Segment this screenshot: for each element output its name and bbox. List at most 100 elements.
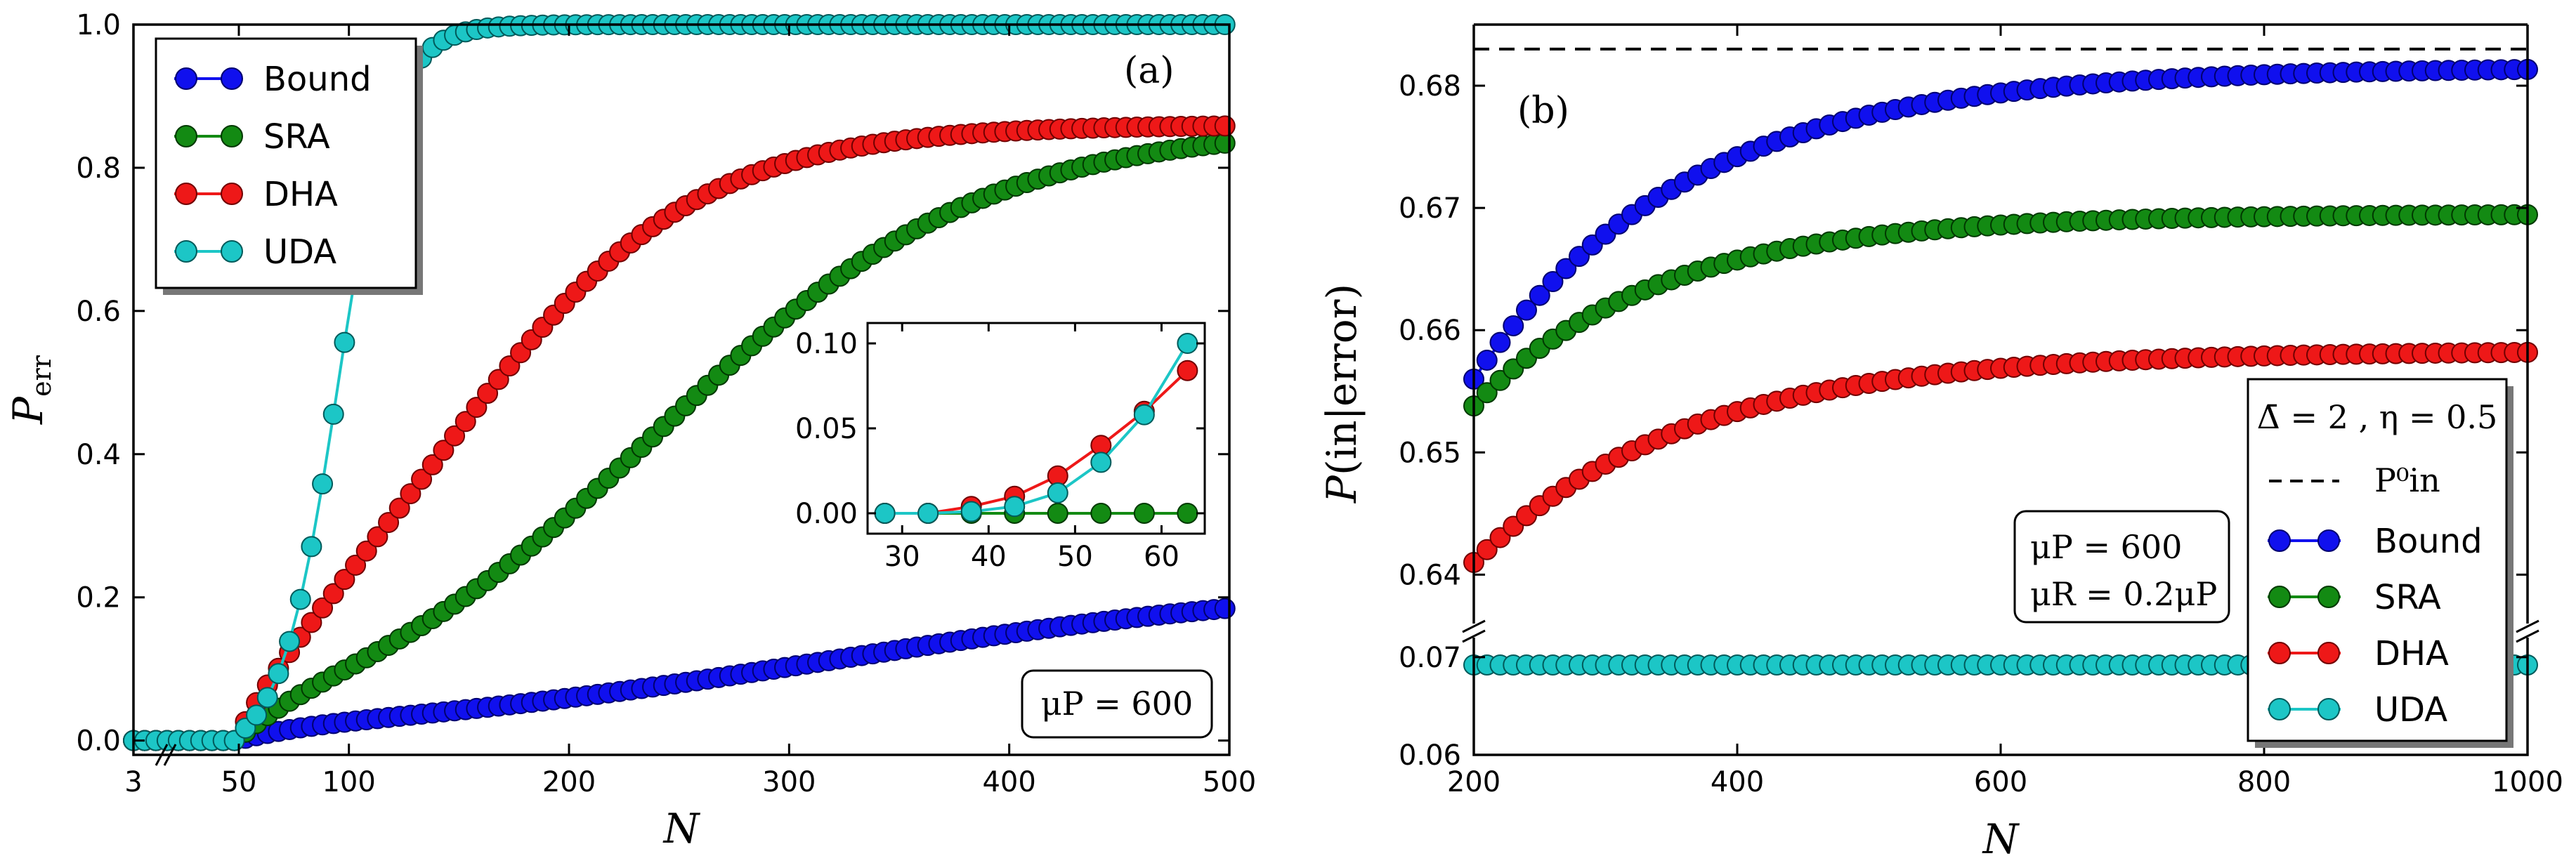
data-point	[433, 440, 455, 461]
data-point	[1489, 331, 1511, 353]
series-sra	[1463, 204, 2538, 417]
svg-text:UDA: UDA	[263, 232, 336, 272]
data-point	[367, 526, 388, 548]
x-tick-label: 50	[221, 766, 257, 798]
x-tick-label: 1000	[2492, 766, 2563, 798]
y-tick-label: 0.8	[76, 152, 121, 185]
data-point	[444, 425, 466, 447]
panel-b-series	[1463, 47, 2538, 676]
svg-text:DHA: DHA	[263, 175, 338, 214]
panel-a-xaxis-break	[155, 744, 177, 766]
data-point	[1503, 315, 1524, 336]
data-point	[246, 704, 268, 726]
series-sra	[123, 132, 1236, 751]
panel-b-xlabel: N	[1982, 815, 2020, 863]
svg-text:SRA: SRA	[263, 117, 330, 157]
panel-a-annotation: μP = 600	[1021, 669, 1213, 739]
data-point	[289, 588, 311, 610]
data-point	[345, 554, 367, 576]
data-point	[1555, 258, 1577, 279]
legend-item-bound: Bound	[174, 60, 372, 99]
data-point	[421, 454, 443, 475]
inset-y-tick-label: 0.05	[795, 413, 858, 445]
data-point	[1177, 333, 1198, 355]
legend-item-sra: SRA	[2268, 578, 2441, 617]
y-tick-label: 0.6	[76, 296, 121, 328]
panel-b-legend: Δ̄ = 2 , η = 0.5 P⁰in Bound SRA DHA UDA	[2247, 378, 2513, 748]
panel-b-legend-title: Δ̄ = 2 , η = 0.5	[2257, 398, 2498, 436]
y-tick-label: 0.06	[1399, 739, 1461, 772]
data-point	[1476, 539, 1498, 560]
data-point	[1214, 598, 1236, 619]
legend-item-uda: UDA	[2268, 690, 2447, 730]
data-point	[388, 497, 410, 519]
inset-x-tick-label: 40	[971, 541, 1007, 573]
legend-item-dha: DHA	[2268, 634, 2449, 673]
panel-b-chart: 0.64 0.65 0.66 0.67 0.68 0.06 0.07 200 400 600 800…	[1318, 23, 2563, 863]
y-tick-label: 0.66	[1399, 315, 1461, 347]
panel-a-chart: 0.0 0.2 0.4 0.6 0.8 1.0 3 50 100 200 300 400 500 (a)…	[4, 9, 1256, 852]
inset-y-tick-label: 0.10	[795, 328, 858, 360]
panel-b-legend-ref: P⁰in	[2374, 461, 2440, 499]
x-tick-label: 200	[1447, 766, 1501, 798]
x-tick-label: 500	[1203, 766, 1256, 798]
inset-x-tick-label: 30	[884, 541, 920, 573]
inset-series-uda	[874, 333, 1198, 524]
legend-item-bound: Bound	[2268, 522, 2483, 561]
data-point	[301, 536, 322, 558]
svg-text:UDA: UDA	[2374, 690, 2447, 730]
data-point	[322, 583, 344, 605]
data-point	[1542, 271, 1564, 293]
panel-a-ticks: 0.0 0.2 0.4 0.6 0.8 1.0 3 50 100 200 300 400 500	[76, 9, 1256, 798]
panel-b-yaxis-break	[1462, 619, 2539, 643]
svg-text:SRA: SRA	[2374, 578, 2441, 617]
data-point	[1047, 502, 1068, 524]
legend-item-uda: UDA	[174, 232, 336, 272]
data-point	[322, 403, 344, 425]
x-tick-label: 400	[982, 766, 1035, 798]
data-point	[960, 501, 982, 522]
x-tick-label: 400	[1711, 766, 1764, 798]
data-point	[1529, 284, 1550, 306]
y-tick-label: 0.68	[1399, 70, 1461, 103]
y-tick-label: 0.64	[1399, 559, 1461, 591]
data-point	[466, 397, 488, 419]
panel-a-xlabel: N	[662, 805, 701, 852]
x-tick-label: 600	[1974, 766, 2027, 798]
data-point	[1489, 369, 1511, 391]
svg-text:Bound: Bound	[263, 60, 372, 99]
x-tick-label: 300	[762, 766, 816, 798]
data-point	[917, 502, 939, 524]
data-point	[312, 473, 334, 495]
panel-a-inset: 0.00 0.05 0.10 30 40 50 60	[795, 322, 1206, 573]
data-point	[355, 540, 377, 562]
data-point	[334, 331, 355, 353]
x-tick-label: 200	[542, 766, 596, 798]
data-point	[312, 597, 334, 619]
data-point	[301, 612, 322, 633]
data-point	[488, 369, 509, 390]
y-tick-label: 0.2	[76, 582, 121, 614]
series-bound	[1463, 58, 2538, 390]
data-point	[1047, 482, 1068, 503]
data-point	[477, 383, 499, 404]
x-tick-label: 3	[124, 766, 142, 798]
y-tick-label: 0.4	[76, 439, 121, 471]
data-point	[455, 411, 476, 433]
data-point	[1177, 360, 1198, 381]
data-point	[411, 468, 433, 490]
svg-text:μR = 0.2μP: μR = 0.2μP	[2030, 575, 2217, 613]
y-tick-label: 0.65	[1399, 437, 1461, 469]
data-point	[1133, 404, 1155, 426]
panel-b-ylabel: P(in|error)	[1318, 284, 1366, 503]
panel-a-tag: (a)	[1124, 50, 1175, 92]
y-tick-label: 0.07	[1399, 642, 1461, 674]
legend-item-dha: DHA	[174, 175, 338, 214]
data-point	[400, 483, 421, 505]
y-tick-label: 1.0	[76, 9, 121, 41]
data-point	[1516, 299, 1537, 321]
data-point	[279, 631, 301, 652]
x-tick-label: 100	[322, 766, 375, 798]
svg-text:DHA: DHA	[2374, 634, 2449, 673]
svg-text:μP = 600: μP = 600	[2030, 528, 2182, 566]
